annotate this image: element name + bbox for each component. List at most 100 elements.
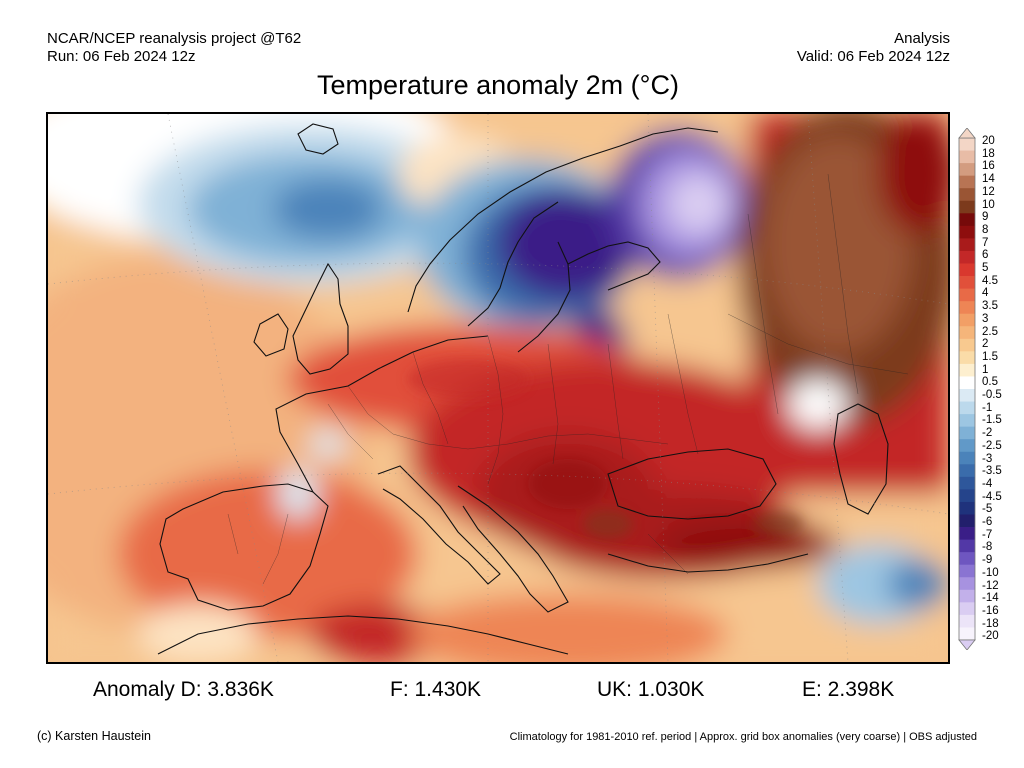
colorbar-label: 16 bbox=[982, 160, 995, 173]
colorbar-top-arrow bbox=[958, 128, 976, 139]
colorbar-label: -20 bbox=[982, 630, 999, 643]
colorbar-segment bbox=[959, 188, 975, 202]
footnote-text: Climatology for 1981-2010 ref. period | … bbox=[509, 731, 977, 743]
colorbar-label: -2.5 bbox=[982, 439, 1002, 452]
credit-text: (c) Karsten Haustein bbox=[37, 729, 151, 743]
colorbar-label: -18 bbox=[982, 617, 999, 630]
colorbar-label: -8 bbox=[982, 541, 993, 554]
colorbar-segment bbox=[959, 577, 975, 591]
colorbar-segment bbox=[959, 150, 975, 164]
colorbar-segment bbox=[959, 313, 975, 327]
run-label: Run: 06 Feb 2024 12z bbox=[47, 48, 196, 65]
colorbar-label: 1.5 bbox=[982, 350, 998, 363]
colorbar-segment bbox=[959, 326, 975, 340]
colorbar-label: -10 bbox=[982, 566, 999, 579]
colorbar-segment bbox=[959, 476, 975, 490]
colorbar-label: 4 bbox=[982, 287, 989, 300]
colorbar-label: 7 bbox=[982, 236, 989, 249]
colorbar-label: -6 bbox=[982, 516, 993, 528]
colorbar-segment bbox=[959, 263, 975, 277]
colorbar-segment bbox=[959, 163, 975, 177]
colorbar-segment bbox=[959, 614, 975, 628]
colorbar-label: -3.5 bbox=[982, 465, 1002, 478]
colorbar-segment bbox=[959, 376, 975, 390]
colorbar-label: -5 bbox=[982, 503, 993, 516]
colorbar-label: 2 bbox=[982, 338, 989, 351]
colorbar-label: -7 bbox=[982, 528, 993, 541]
stat-f: F: 1.430K bbox=[390, 678, 482, 701]
colorbar-segment bbox=[959, 351, 975, 365]
colorbar-label: 3.5 bbox=[982, 300, 998, 313]
header-left: NCAR/NCEP reanalysis project @T62 Run: 0… bbox=[47, 30, 301, 66]
source-label: NCAR/NCEP reanalysis project @T62 bbox=[47, 30, 302, 47]
stat-d: Anomaly D: 3.836K bbox=[93, 678, 274, 701]
colorbar-segment bbox=[959, 138, 975, 151]
colorbar-label: 3 bbox=[982, 312, 989, 325]
colorbar-label: -16 bbox=[982, 604, 999, 617]
colorbar-segment bbox=[959, 426, 975, 440]
map-title: Temperature anomaly 2m (°C) bbox=[317, 70, 679, 100]
colorbar-segment bbox=[959, 238, 975, 252]
colorbar-label: 20 bbox=[982, 135, 995, 147]
colorbar-segment bbox=[959, 564, 975, 578]
colorbar-label: 4.5 bbox=[982, 274, 998, 287]
colorbar-label: 12 bbox=[982, 185, 995, 198]
colorbar-label: -2 bbox=[982, 427, 993, 440]
colorbar-segment bbox=[959, 489, 975, 503]
colorbar-label: 1 bbox=[982, 363, 989, 376]
colorbar-segment bbox=[959, 389, 975, 402]
colorbar bbox=[958, 128, 976, 650]
colorbar-segment bbox=[959, 552, 975, 566]
colorbar-label: 6 bbox=[982, 249, 989, 262]
header-right: Analysis Valid: 06 Feb 2024 12z bbox=[797, 30, 950, 66]
colorbar-segment bbox=[959, 627, 975, 641]
colorbar-segment bbox=[959, 451, 975, 465]
colorbar-label: -1.5 bbox=[982, 414, 1002, 427]
colorbar-label: -0.5 bbox=[982, 389, 1002, 401]
map-canvas bbox=[48, 114, 948, 662]
colorbar-label: 9 bbox=[982, 211, 989, 224]
colorbar-segment bbox=[959, 501, 975, 515]
colorbar-segment bbox=[959, 301, 975, 315]
colorbar-segment bbox=[959, 539, 975, 553]
colorbar-label: 8 bbox=[982, 223, 989, 236]
stats-row: Anomaly D: 3.836K F: 1.430K UK: 1.030K E… bbox=[0, 678, 1024, 708]
colorbar-label: -4.5 bbox=[982, 490, 1002, 503]
colorbar-segment bbox=[959, 401, 975, 415]
valid-label: Valid: 06 Feb 2024 12z bbox=[796, 48, 950, 65]
colorbar-label: 18 bbox=[982, 147, 995, 160]
stat-uk: UK: 1.030K bbox=[597, 678, 705, 701]
colorbar-segment bbox=[959, 200, 975, 214]
colorbar-segment bbox=[959, 514, 975, 528]
colorbar-segment bbox=[959, 414, 975, 428]
colorbar-segment bbox=[959, 338, 975, 352]
stat-e: E: 2.398K bbox=[802, 678, 895, 701]
graticule bbox=[48, 114, 948, 662]
colorbar-segment bbox=[959, 439, 975, 453]
colorbar-label: -14 bbox=[982, 592, 999, 605]
colorbar-label: 10 bbox=[982, 198, 995, 211]
colorbar-segment bbox=[959, 602, 975, 616]
colorbar-segment bbox=[959, 225, 975, 239]
colorbar-segment bbox=[959, 213, 975, 227]
analysis-label: Analysis bbox=[894, 30, 950, 47]
colorbar-label: -1 bbox=[982, 401, 993, 414]
colorbar-label: 2.5 bbox=[982, 325, 998, 338]
colorbar-segment bbox=[959, 276, 975, 289]
colorbar-segment bbox=[959, 464, 975, 478]
colorbar-label: 14 bbox=[982, 173, 995, 186]
colorbar-segment bbox=[959, 589, 975, 603]
borders bbox=[227, 173, 909, 585]
anomaly-map bbox=[46, 112, 950, 664]
colorbar-label: 5 bbox=[982, 262, 989, 274]
colorbar-segment bbox=[959, 250, 975, 264]
colorbar-label: -4 bbox=[982, 477, 993, 490]
colorbar-label: -12 bbox=[982, 579, 999, 592]
colorbar-label: 0.5 bbox=[982, 376, 998, 389]
colorbar-segment bbox=[959, 363, 975, 377]
colorbar-label: -9 bbox=[982, 554, 993, 567]
colorbar-segment bbox=[959, 288, 975, 302]
colorbar-segment bbox=[959, 527, 975, 540]
coastlines bbox=[157, 123, 889, 655]
colorbar-segment bbox=[959, 175, 975, 189]
